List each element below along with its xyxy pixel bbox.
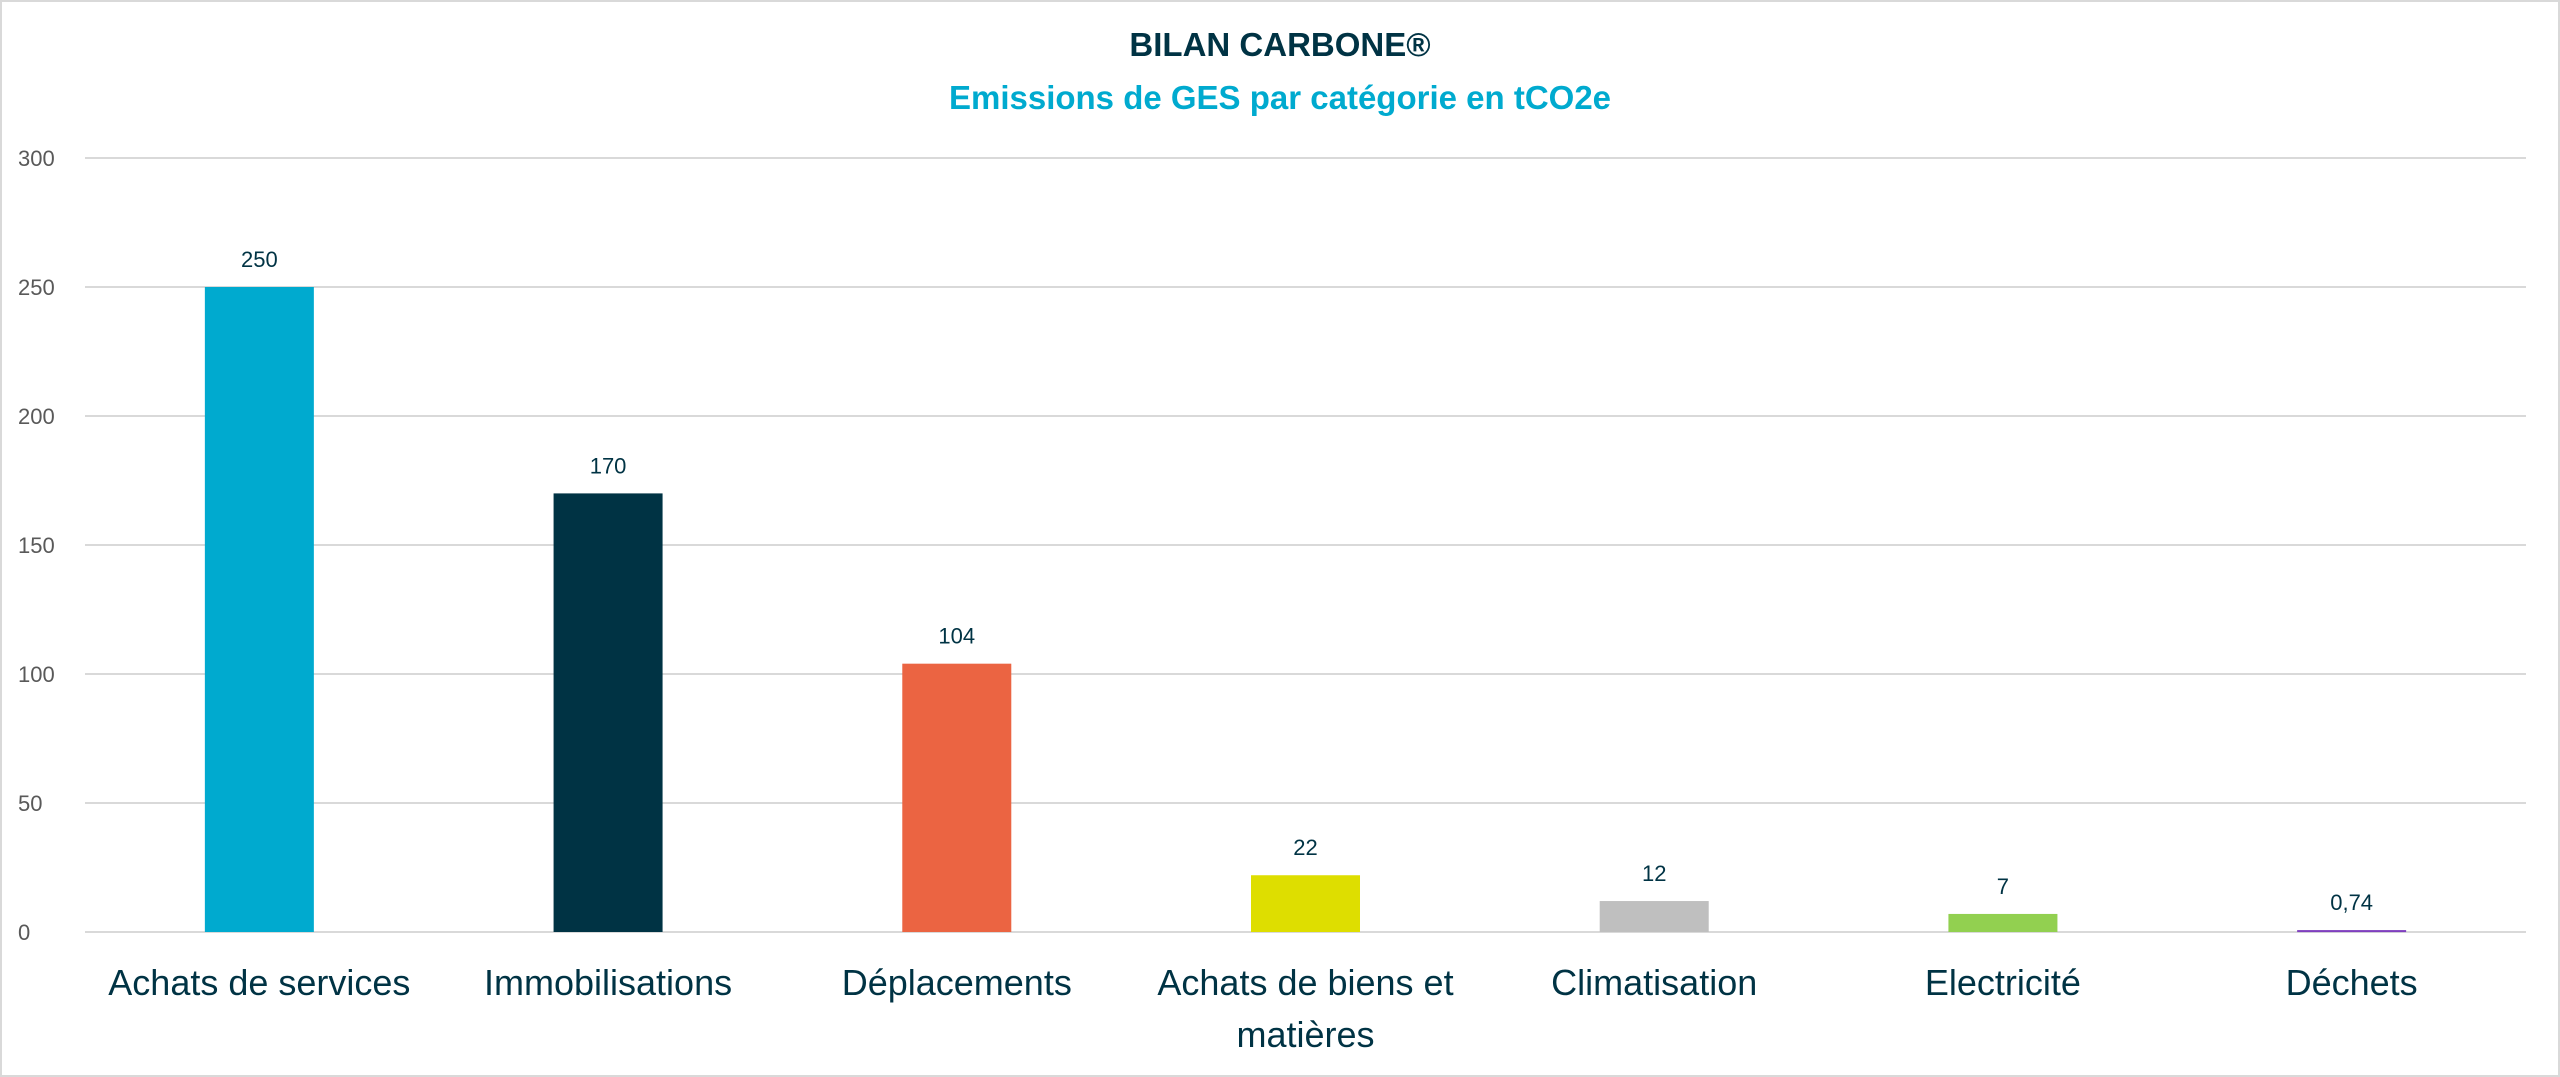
- y-tick-label: 50: [18, 791, 42, 816]
- x-tick-label: Immobilisations: [484, 962, 732, 1003]
- data-label: 104: [938, 624, 975, 649]
- y-tick-label: 0: [18, 920, 30, 945]
- bar: [2297, 930, 2407, 933]
- x-tick-label: Climatisation: [1551, 962, 1757, 1003]
- bar: [902, 663, 1012, 932]
- bar: [553, 493, 663, 932]
- data-label: 170: [590, 453, 627, 478]
- x-tick-label: Déchets: [2286, 962, 2418, 1003]
- data-label: 7: [1997, 874, 2009, 899]
- chart-subtitle: Emissions de GES par catégorie en tCO2e: [949, 79, 1611, 116]
- x-tick-label: Electricité: [1925, 962, 2081, 1003]
- x-tick-label: Achats de biens et: [1157, 962, 1453, 1003]
- y-tick-label: 300: [18, 146, 55, 171]
- y-tick-label: 200: [18, 404, 55, 429]
- x-tick-label: matières: [1236, 1014, 1374, 1055]
- y-tick-label: 100: [18, 662, 55, 687]
- data-label: 250: [241, 247, 278, 272]
- y-tick-label: 150: [18, 533, 55, 558]
- data-label: 0,74: [2330, 890, 2373, 915]
- data-label: 22: [1293, 835, 1317, 860]
- bar: [1251, 875, 1360, 932]
- bar: [1599, 901, 1709, 932]
- data-label: 12: [1642, 861, 1666, 886]
- x-tick-label: Déplacements: [842, 962, 1072, 1003]
- chart-title: BILAN CARBONE®: [1129, 26, 1430, 63]
- bar: [1948, 913, 2058, 932]
- bar: [204, 287, 314, 932]
- x-tick-label: Achats de services: [108, 962, 410, 1003]
- y-tick-label: 250: [18, 275, 55, 300]
